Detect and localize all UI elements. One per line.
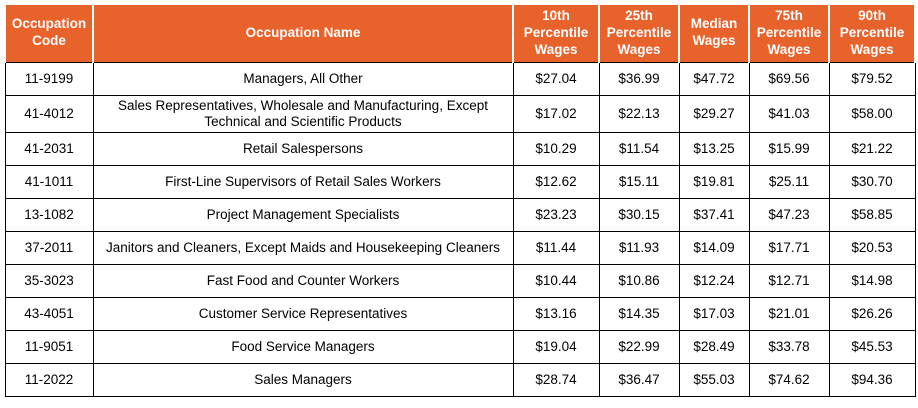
wage-cell: $21.22 [828,132,916,166]
table-row: 43-4051 Customer Service Representatives $… [4,297,916,331]
wage-cell: $13.16 [512,297,600,331]
table-body: 11-9199 Managers, All Other $27.04 $36.99 $4… [4,61,916,397]
wage-cell: $28.74 [512,363,600,397]
occupation-name-cell: Fast Food and Counter Workers [92,264,514,298]
wage-cell: $10.29 [512,132,600,166]
wage-cell: $19.81 [678,165,750,199]
occupation-name-cell: Retail Salespersons [92,132,514,166]
wage-cell: $12.24 [678,264,750,298]
table-row: 11-9199 Managers, All Other $27.04 $36.99 $4… [4,61,916,96]
wage-cell: $23.23 [512,198,600,232]
occupation-name-cell: Sales Managers [92,363,514,397]
column-header: 90th Percentile Wages [828,2,916,63]
wage-cell: $21.01 [748,297,830,331]
table-row: 11-2022 Sales Managers $28.74 $36.47 $55.03 $… [4,363,916,397]
occupation-code-cell: 41-4012 [4,94,94,134]
wage-cell: $25.11 [748,165,830,199]
column-header: Occupation Name [92,2,514,63]
wage-cell: $27.04 [512,61,600,96]
wage-cell: $69.56 [748,61,830,96]
column-header: Occupation Code [4,2,94,63]
wage-cell: $22.13 [598,94,680,134]
column-header: 75th Percentile Wages [748,2,830,63]
table-row: 41-4012 Sales Representatives, Wholesale … [4,94,916,134]
wage-cell: $10.44 [512,264,600,298]
wage-cell: $15.99 [748,132,830,166]
wage-cell: $45.53 [828,330,916,364]
wage-cell: $12.62 [512,165,600,199]
wage-cell: $47.72 [678,61,750,96]
wage-cell: $10.86 [598,264,680,298]
wage-cell: $11.93 [598,231,680,265]
column-header: Median Wages [678,2,750,63]
table-row: 35-3023 Fast Food and Counter Workers $10.… [4,264,916,298]
wage-cell: $15.11 [598,165,680,199]
occupation-code-cell: 11-2022 [4,363,94,397]
wage-cell: $17.02 [512,94,600,134]
occupation-code-cell: 37-2011 [4,231,94,265]
wage-cell: $37.41 [678,198,750,232]
wage-cell: $22.99 [598,330,680,364]
wage-cell: $29.27 [678,94,750,134]
wage-cell: $14.09 [678,231,750,265]
table-row: 37-2011 Janitors and Cleaners, Except Mai… [4,231,916,265]
occupation-code-cell: 13-1082 [4,198,94,232]
wage-cell: $17.71 [748,231,830,265]
wage-cell: $26.26 [828,297,916,331]
wage-cell: $13.25 [678,132,750,166]
occupation-code-cell: 11-9199 [4,61,94,96]
occupation-name-cell: Managers, All Other [92,61,514,96]
wage-cell: $14.35 [598,297,680,331]
header-row: Occupation Code Occupation Name 10th Perce… [4,2,916,63]
wage-cell: $58.85 [828,198,916,232]
wage-cell: $36.99 [598,61,680,96]
wages-table: Occupation Code Occupation Name 10th Perce… [4,2,916,397]
wage-cell: $30.70 [828,165,916,199]
wage-cell: $28.49 [678,330,750,364]
wage-cell: $94.36 [828,363,916,397]
occupation-name-cell: Sales Representatives, Wholesale and Man… [92,94,514,134]
table-row: 11-9051 Food Service Managers $19.04 $22.99… [4,330,916,364]
table-row: 41-1011 First-Line Supervisors of Retail … [4,165,916,199]
wage-cell: $33.78 [748,330,830,364]
wage-cell: $30.15 [598,198,680,232]
wage-cell: $74.62 [748,363,830,397]
wage-cell: $58.00 [828,94,916,134]
table-row: 13-1082 Project Management Specialists $23… [4,198,916,232]
occupation-name-cell: Janitors and Cleaners, Except Maids and … [92,231,514,265]
wage-cell: $11.54 [598,132,680,166]
wage-cell: $12.71 [748,264,830,298]
column-header: 25th Percentile Wages [598,2,680,63]
column-header: 10th Percentile Wages [512,2,600,63]
occupation-name-cell: Customer Service Representatives [92,297,514,331]
occupation-code-cell: 41-1011 [4,165,94,199]
table-row: 41-2031 Retail Salespersons $10.29 $11.54 $1… [4,132,916,166]
occupation-code-cell: 43-4051 [4,297,94,331]
wage-cell: $47.23 [748,198,830,232]
occupation-name-cell: First-Line Supervisors of Retail Sales W… [92,165,514,199]
wage-cell: $79.52 [828,61,916,96]
wage-cell: $41.03 [748,94,830,134]
occupation-name-cell: Food Service Managers [92,330,514,364]
wage-cell: $55.03 [678,363,750,397]
wage-cell: $36.47 [598,363,680,397]
wage-cell: $17.03 [678,297,750,331]
wage-cell: $11.44 [512,231,600,265]
wage-cell: $20.53 [828,231,916,265]
occupation-code-cell: 11-9051 [4,330,94,364]
wage-cell: $19.04 [512,330,600,364]
occupation-code-cell: 35-3023 [4,264,94,298]
wage-cell: $14.98 [828,264,916,298]
occupation-name-cell: Project Management Specialists [92,198,514,232]
occupation-code-cell: 41-2031 [4,132,94,166]
